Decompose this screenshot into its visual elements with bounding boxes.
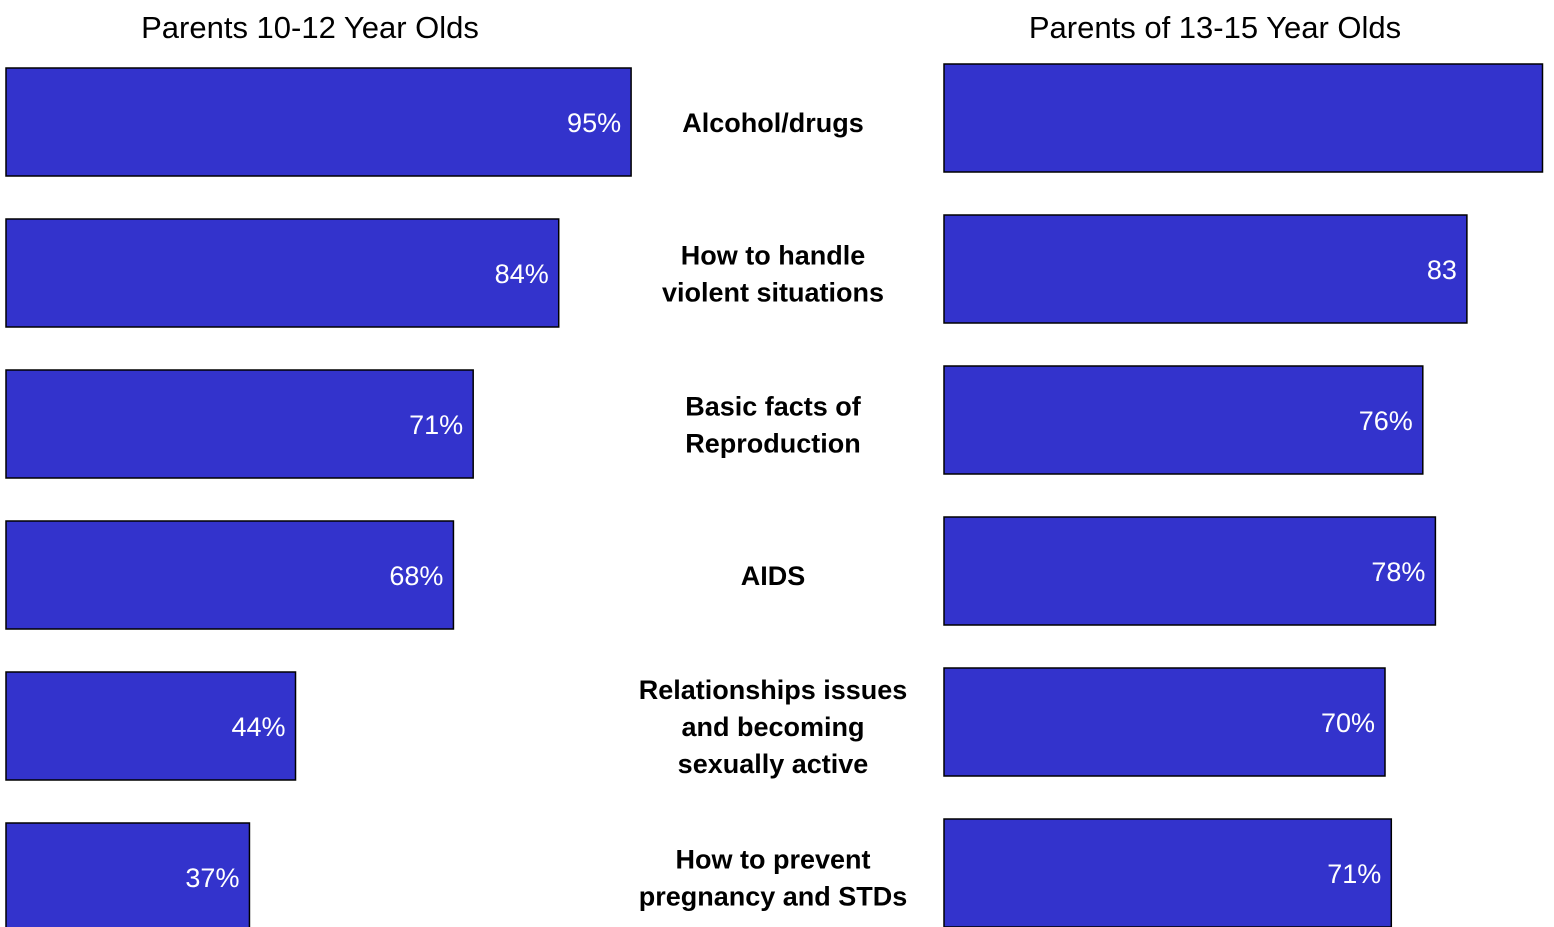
left-bar [5,369,474,479]
left-bar [5,520,455,630]
category-label: Alcohol/drugs [682,108,864,138]
left-bar [5,822,251,927]
right-bar-value-label: 70% [1321,708,1375,738]
right-bar [943,667,1386,777]
left-bar [5,218,560,328]
left-bars: 95% 84% 71% 68% 44% 37% [5,67,632,927]
category-label: pregnancy and STDs [639,882,908,912]
left-bar-value-label: 37% [185,863,239,893]
category-label: How to prevent [675,845,870,875]
left-bar-value-label: 95% [567,108,621,138]
right-bar [943,818,1393,927]
left-panel-title: Parents 10-12 Year Olds [141,10,479,45]
right-panel-title: Parents of 13-15 Year Olds [1029,10,1401,45]
left-bar-value-label: 44% [231,712,285,742]
category-label: violent situations [662,278,884,308]
right-bar [943,516,1437,626]
category-label: Reproduction [685,429,861,459]
left-bar-value-label: 68% [389,561,443,591]
category-label: and becoming [681,712,864,742]
category-label: Relationships issues [639,675,908,705]
category-label: AIDS [741,561,806,591]
right-bar [943,214,1468,324]
right-bar-value-label: 78% [1371,557,1425,587]
right-bar-value-label: 76% [1359,406,1413,436]
category-labels: Alcohol/drugs How to handle violent situat… [639,108,908,912]
right-bar-value-label: 71% [1327,859,1381,889]
left-bar-value-label: 84% [495,259,549,289]
right-bars: 83 76% 78% 70% 71% [943,63,1544,927]
category-label: How to handle [681,241,866,271]
left-bar-value-label: 71% [409,410,463,440]
right-bar [943,365,1424,475]
category-label: Basic facts of [685,392,862,422]
category-label: sexually active [678,749,869,779]
right-bar [943,63,1544,173]
left-bar [5,67,632,177]
left-bar [5,671,297,781]
right-bar-value-label: 83 [1427,255,1457,285]
